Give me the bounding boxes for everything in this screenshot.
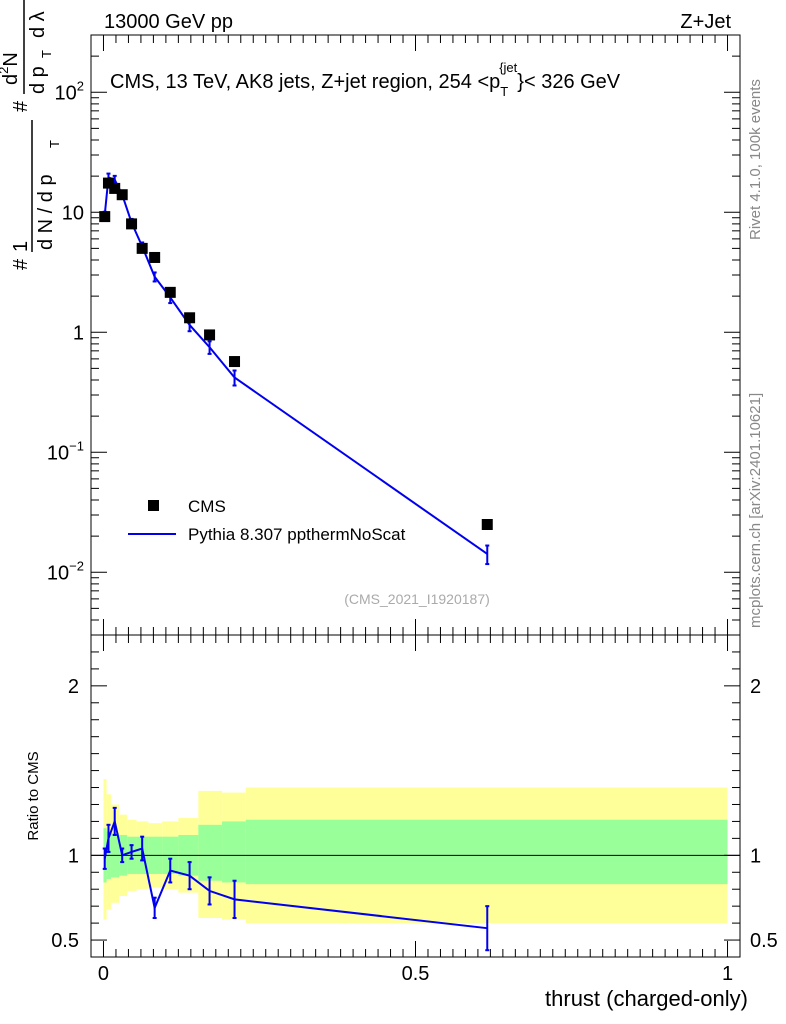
- main-axis-ticks: 10−2 10−1 1 10 102: [47, 34, 740, 636]
- legend-pythia-label: Pythia 8.307 ppthermNoScat: [188, 525, 406, 544]
- ylabel-hash-top: #: [10, 258, 32, 270]
- ylabel-dpt: d p: [27, 66, 49, 94]
- ratio-pythia-line: [103, 817, 488, 930]
- ratio-y-tick-label-left-2: 2: [68, 676, 79, 698]
- ylabel-dn: d N / d p: [35, 174, 57, 250]
- plot-title-main: CMS, 13 TeV, AK8 jets, Z+jet region, 254…: [110, 71, 500, 93]
- legend-cms-marker: [148, 500, 159, 511]
- ylabel-dlambda: d λ: [27, 11, 49, 38]
- process-label: Z+Jet: [680, 11, 731, 33]
- ylabel-one: 1: [10, 241, 32, 252]
- energy-label: 13000 GeV pp: [104, 11, 233, 33]
- plot-title-sup: {jet: [499, 60, 517, 75]
- x-tick-label-0: 0: [98, 963, 109, 985]
- legend-cms-label: CMS: [188, 497, 226, 516]
- main-pythia-series: [102, 172, 490, 566]
- mcplots-label: mcplots.cern.ch [arXiv:2401.10621]: [747, 393, 764, 628]
- ratio-uncertainty-bands: [103, 779, 728, 924]
- analysis-id-label: (CMS_2021_I1920187): [344, 591, 490, 607]
- main-pythia-line: [103, 176, 488, 555]
- ratio-y-axis-label: Ratio to CMS: [25, 751, 42, 840]
- ylabel-t-2: T: [39, 50, 54, 58]
- cms-data-point: [109, 182, 121, 194]
- ratio-y-tick-label-right-0: 0.5: [750, 930, 778, 952]
- ratio-y-tick-label-left-1: 1: [68, 845, 79, 867]
- cms-data-point: [149, 251, 161, 263]
- cms-data-point: [116, 189, 128, 201]
- main-y-tick-label-4: 102: [55, 78, 84, 104]
- ratio-y-tick-label-right-2: 2: [750, 676, 761, 698]
- main-y-tick-label-3: 10: [62, 202, 84, 224]
- cms-data-point: [481, 519, 493, 531]
- ratio-pythia-series: [102, 806, 490, 952]
- cms-data-point: [204, 329, 216, 341]
- main-y-tick-label-1: 10−1: [47, 438, 84, 464]
- ylabel-d2n: d2N: [0, 52, 22, 85]
- ylabel-hash-mid: #: [10, 100, 32, 112]
- main-cms-series: [99, 177, 493, 531]
- ratio-y-tick-label-right-1: 1: [750, 845, 761, 867]
- cms-data-point: [99, 211, 111, 223]
- main-y-axis-label: # 1 d N / d p T # d2N d p T d λ: [0, 0, 62, 270]
- cms-data-point: [229, 356, 241, 368]
- x-tick-label-1: 0.5: [402, 963, 430, 985]
- main-y-tick-label-2: 1: [73, 322, 84, 344]
- cms-data-point: [164, 286, 176, 298]
- ratio-y-tick-label-left-0: 0.5: [51, 930, 79, 952]
- rivet-version-label: Rivet 4.1.0, 100k events: [747, 79, 764, 240]
- cms-data-point: [126, 218, 138, 230]
- ylabel-t-1: T: [47, 140, 62, 148]
- cms-data-point: [102, 177, 114, 189]
- cms-data-point: [136, 242, 148, 254]
- plot-title-sub: T: [500, 84, 508, 99]
- x-tick-label-2: 1: [722, 963, 733, 985]
- cms-data-point: [184, 312, 196, 324]
- ratio-band-inner-10: [222, 821, 246, 883]
- plot-title-tail: }< 326 GeV: [517, 71, 621, 93]
- main-plot-frame: [90, 34, 741, 636]
- plot-title: CMS, 13 TeV, AK8 jets, Z+jet region, 254…: [110, 60, 621, 99]
- ratio-axis-ticks: 0 0.5 1 0.5 0.5 1 1 2 2: [51, 635, 778, 985]
- ratio-band-inner-9: [198, 824, 223, 881]
- ratio-band-inner-11: [245, 819, 728, 885]
- main-y-tick-label-0: 10−2: [47, 558, 84, 584]
- x-axis-label: thrust (charged-only): [545, 986, 748, 1011]
